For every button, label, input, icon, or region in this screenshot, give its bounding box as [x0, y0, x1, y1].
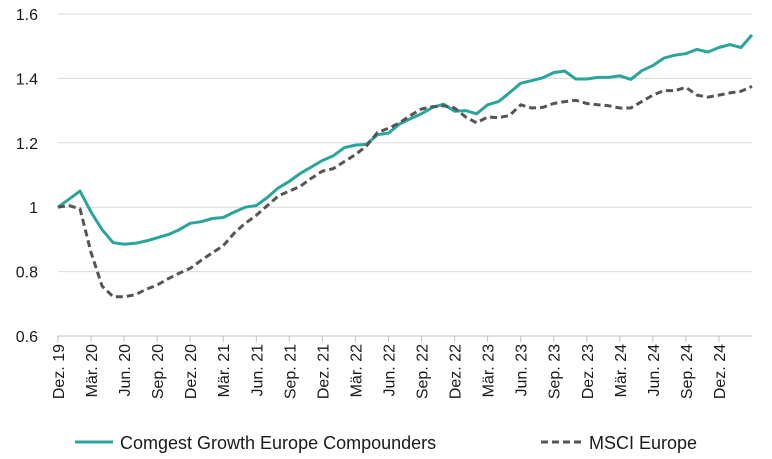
x-tick-label: Jun. 21: [249, 344, 266, 397]
x-tick-label: Jun. 24: [646, 344, 663, 397]
x-axis-labels: Dez. 19 Mär. 20 Jun. 20 Sep. 20 Dez. 20 Mär. …: [51, 344, 729, 399]
x-tick-label: Dez. 20: [183, 344, 200, 399]
x-tick-label: Mär. 24: [613, 344, 630, 397]
y-tick-label: 0.6: [16, 329, 38, 346]
y-axis-labels: 0.6 0.8 1 1.2 1.4 1.6: [16, 7, 38, 346]
x-tick-label: Dez. 22: [448, 344, 465, 399]
series-lines: [57, 33, 754, 299]
x-tick-label: Sep. 20: [150, 344, 167, 399]
legend-label-msci: MSCI Europe: [589, 433, 697, 453]
x-tick-label: Dez. 24: [712, 344, 729, 399]
x-tick-label: Dez. 21: [315, 344, 332, 399]
y-tick-label: 0.8: [16, 265, 38, 282]
x-axis-ticks: [57, 336, 720, 342]
x-tick-label: Mär. 20: [84, 344, 101, 397]
x-tick-label: Sep. 23: [547, 344, 564, 399]
y-tick-label: 1: [29, 200, 38, 217]
x-tick-label: Sep. 22: [415, 344, 432, 399]
series-line-msci: [57, 85, 753, 299]
y-tick-label: 1.4: [16, 71, 38, 88]
x-tick-label: Mär. 23: [481, 344, 498, 397]
grid-lines: [58, 13, 752, 273]
x-tick-label: Jun. 22: [381, 344, 398, 397]
legend: Comgest Growth Europe Compounders MSCI Eu…: [75, 433, 697, 453]
y-tick-label: 1.6: [16, 7, 38, 24]
series-line-comgest: [57, 33, 754, 246]
x-tick-label: Jun. 23: [514, 344, 531, 397]
x-tick-label: Sep. 24: [679, 344, 696, 399]
x-tick-label: Jun. 20: [117, 344, 134, 397]
x-tick-label: Dez. 23: [580, 344, 597, 399]
x-tick-label: Dez. 19: [51, 344, 68, 399]
x-tick-label: Sep. 21: [282, 344, 299, 399]
x-tick-label: Mär. 21: [216, 344, 233, 397]
x-tick-label: Mär. 22: [348, 344, 365, 397]
legend-label-comgest: Comgest Growth Europe Compounders: [120, 433, 436, 453]
y-tick-label: 1.2: [16, 136, 38, 153]
